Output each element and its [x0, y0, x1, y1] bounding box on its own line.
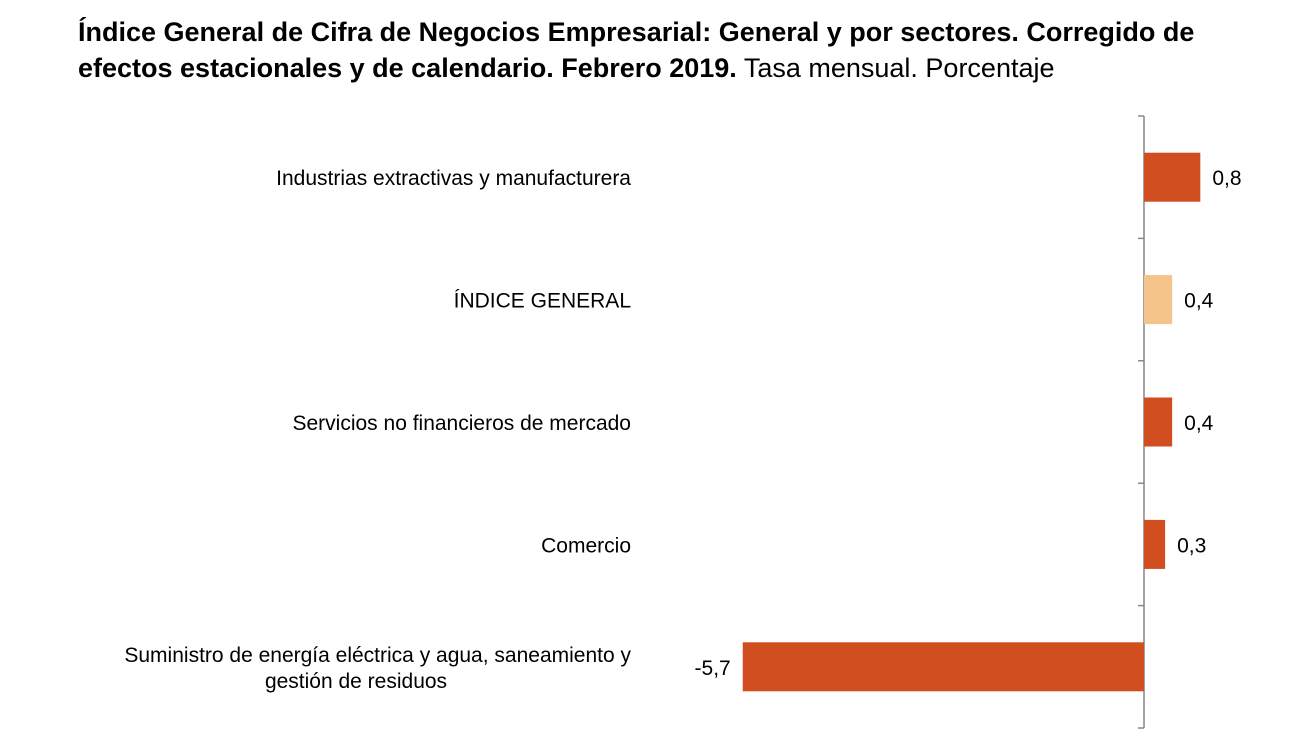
category-label: gestión de residuos: [265, 670, 447, 693]
bar: [742, 642, 1144, 692]
category-label: ÍNDICE GENERAL: [454, 290, 631, 313]
category-label: Suministro de energía eléctrica y agua, …: [124, 644, 631, 667]
category-label: Industrias extractivas y manufacturera: [276, 167, 631, 190]
chart-title-main: Índice General de Cifra de Negocios Empr…: [78, 17, 1195, 83]
category-label: Servicios no financieros de mercado: [292, 412, 631, 435]
data-label: 0,4: [1184, 412, 1214, 435]
chart-title: Índice General de Cifra de Negocios Empr…: [78, 14, 1278, 86]
data-label: 0,3: [1177, 534, 1206, 557]
bar: [1144, 152, 1201, 202]
category-label: Comercio: [541, 534, 631, 557]
data-label: 0,4: [1184, 290, 1214, 313]
bar: [1144, 275, 1173, 325]
chart-subtitle: Tasa mensual. Porcentaje: [743, 53, 1055, 83]
data-label: -5,7: [695, 657, 731, 680]
bar: [1144, 519, 1166, 569]
bar: [1144, 397, 1173, 447]
data-label: 0,8: [1212, 167, 1241, 190]
